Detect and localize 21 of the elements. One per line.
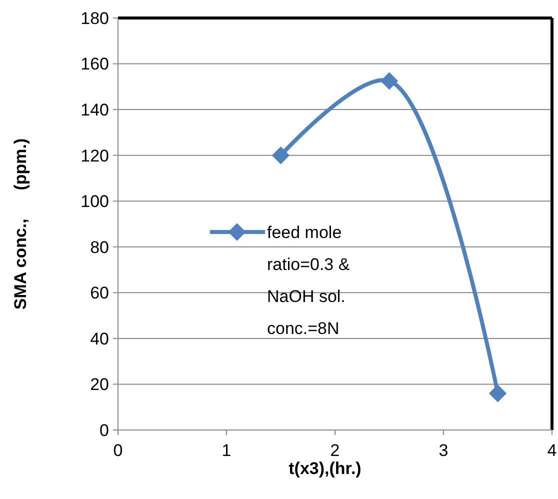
x-tick-label: 2 (330, 441, 340, 460)
y-tick-label: 60 (90, 284, 109, 303)
y-tick-label: 140 (80, 100, 109, 120)
y-axis-title: SMA conc., (ppm.) (11, 138, 30, 310)
x-tick-label: 1 (222, 441, 232, 460)
x-tick-label: 4 (547, 441, 557, 460)
legend-label: feed mole ratio=0.3 & NaOH sol. conc.=8N (267, 222, 350, 338)
x-axis-title: t(x3),(hr.) (288, 459, 362, 478)
point (272, 146, 290, 164)
y-tick-label: 0 (100, 420, 109, 440)
y-tick-label: 160 (80, 54, 109, 74)
point (488, 384, 507, 402)
y-tick-label: 20 (90, 375, 109, 394)
x-tick-label: 0 (113, 441, 123, 460)
y-tick-label: 100 (80, 192, 109, 212)
x-tick-label: 3 (438, 441, 448, 460)
y-tick-label: 40 (90, 329, 109, 348)
point (380, 72, 398, 90)
y-tick-label: 80 (90, 238, 109, 257)
y-tick-label: 120 (80, 146, 109, 166)
y-tick-label: 180 (80, 8, 109, 28)
